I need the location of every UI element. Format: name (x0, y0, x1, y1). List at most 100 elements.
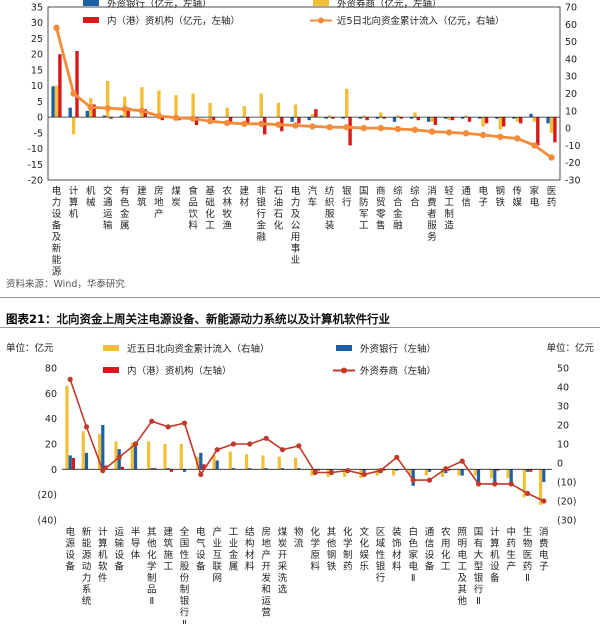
series-point (214, 447, 220, 453)
bar--1f5fa6 (546, 117, 550, 124)
bar--d7191c (160, 117, 164, 121)
bar--1f5fa6 (529, 113, 533, 117)
bar--1f5fa6 (460, 469, 464, 476)
bar--f2c038 (259, 93, 263, 118)
y-right-tick-label: -20 (565, 158, 581, 169)
series-point (410, 477, 416, 483)
series-point (492, 481, 498, 487)
bar--d7191c (316, 469, 320, 471)
bar--d7191c (416, 117, 420, 121)
bar--f2c038 (294, 457, 298, 470)
bar--1f5fa6 (307, 117, 311, 121)
bar--d7191c (447, 469, 451, 471)
bar--f2c038 (327, 115, 332, 118)
bar--1f5fa6 (495, 117, 499, 119)
series-point (241, 120, 248, 128)
x-tick-label: 计算机软件 (98, 526, 108, 584)
bar--d7191c (382, 469, 386, 471)
y-right-tick-label: (10) (557, 478, 577, 489)
bar--1f5fa6 (51, 86, 55, 118)
bar--1f5fa6 (182, 469, 187, 472)
x-tick-label: 综合 (410, 185, 420, 209)
bar--d7191c (263, 117, 267, 135)
chart-northbound-by-industry: -20 -15 -10 -5 0 5 10 15 20 25 30 35 -30 -20 -10 0 10 20 3… (27, 0, 581, 276)
series-point (394, 125, 402, 133)
bar--f2c038 (228, 451, 232, 470)
y-right-tick-label: 0 (565, 124, 571, 135)
series-point (345, 468, 351, 474)
y-left-tick-label: (40) (37, 516, 57, 527)
bar--1f5fa6 (427, 469, 432, 472)
x-tick-label: 全国性股份制银行Ⅱ (180, 526, 190, 624)
x-tick-label: 工业金属 (229, 527, 239, 573)
bar--f2c038 (277, 456, 281, 470)
bar--f2c038 (81, 431, 85, 470)
legend-swatch-bar (103, 345, 119, 351)
y-left-tick-label: 0 (51, 465, 57, 476)
series-line (55, 27, 553, 159)
bar--d7191c (399, 117, 403, 119)
bar--f2c038 (375, 469, 379, 476)
bar--d7191c (153, 468, 157, 470)
x-tick-label: 其他钢铁 (327, 527, 337, 573)
x-tick-label: 食品饮料 (188, 185, 198, 232)
bar--1f5fa6 (324, 117, 328, 119)
x-tick-label: 房地产 (154, 185, 164, 220)
x-tick-label: 消费者服务 (427, 185, 437, 243)
bar--f2c038 (539, 469, 543, 505)
x-tick-label: 建筑施工 (163, 526, 173, 573)
x-tick-label: 照明电工及其他 (457, 527, 467, 607)
x-tick-label: 生物医药 Ⅱ (523, 526, 533, 584)
series-point (312, 469, 318, 476)
series-point (149, 418, 155, 424)
bar--f2c038 (473, 469, 477, 476)
series-point (206, 118, 214, 125)
series-point (70, 90, 77, 97)
x-tick-label: 运输设备 (114, 527, 124, 573)
y-left-tick-label: 60 (45, 389, 57, 400)
y-right-tick-label: 20 (557, 421, 569, 432)
bar--f2c038 (225, 107, 229, 118)
bar--1f5fa6 (409, 117, 414, 119)
y-left-tick-label: 40 (45, 414, 57, 425)
bar--d7191c (484, 117, 489, 124)
x-tick-label: 建筑 (137, 185, 147, 209)
bar--1f5fa6 (362, 469, 366, 472)
bar--1f5fa6 (84, 452, 89, 470)
chart-northbound-by-sub-industry: (40) (20) 0 20 40 60 80 (30) (20) (10) 0 10 20 30 40 50… (6, 342, 594, 624)
x-tick-label: 传媒 (513, 185, 523, 209)
y-right-tick-label: 30 (565, 72, 577, 83)
bar--1f5fa6 (444, 117, 448, 119)
bar--f2c038 (379, 112, 383, 118)
bar--f2c038 (130, 442, 134, 470)
bar--f2c038 (430, 117, 434, 122)
bar--1f5fa6 (358, 117, 362, 119)
x-tick-label: 通信 (461, 186, 471, 209)
bar--d7191c (496, 469, 500, 471)
bar--1f5fa6 (512, 117, 516, 119)
series-point (230, 441, 237, 447)
bar--d7191c (228, 117, 233, 122)
y-left-tick-label: -5 (34, 128, 43, 139)
y-right-tick-label: 40 (565, 54, 577, 65)
bar--1f5fa6 (215, 460, 219, 470)
y-left-tick-label: -20 (27, 176, 43, 187)
series-point (121, 105, 128, 113)
x-tick-label: 商贸零售 (376, 185, 386, 232)
bar--1f5fa6 (525, 469, 530, 472)
y-left-tick-label: 20 (45, 440, 57, 451)
x-tick-label: 新能源动力系统 (82, 526, 92, 607)
bar--1f5fa6 (166, 468, 170, 470)
bar--f2c038 (208, 102, 212, 118)
figure-title-text: 北向资金上周关注电源设备、新能源动力系统以及计算机软件行业 (56, 312, 391, 326)
series-point (292, 122, 299, 129)
series-point (328, 469, 335, 476)
bar--d7191c (519, 117, 523, 124)
bar--1f5fa6 (264, 468, 268, 470)
bar--1f5fa6 (426, 117, 431, 122)
x-tick-label: 有色金属 (120, 185, 130, 232)
bar--f2c038 (345, 88, 349, 118)
series-line (69, 379, 545, 502)
series-point (172, 114, 180, 121)
series-point (296, 443, 302, 449)
